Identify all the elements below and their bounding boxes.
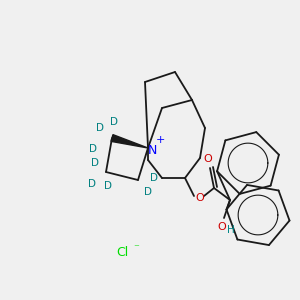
Text: D: D <box>110 117 118 127</box>
Text: O: O <box>196 193 204 203</box>
Text: D: D <box>96 123 104 133</box>
Text: D: D <box>89 144 97 154</box>
Text: H: H <box>227 225 235 235</box>
Text: D: D <box>104 181 112 191</box>
Text: D: D <box>88 179 96 189</box>
Text: D: D <box>150 173 158 183</box>
Text: D: D <box>144 187 152 197</box>
Text: ⁻: ⁻ <box>133 243 139 253</box>
Text: O: O <box>204 154 212 164</box>
Text: Cl: Cl <box>116 245 128 259</box>
Text: N: N <box>147 143 157 157</box>
Text: D: D <box>91 158 99 168</box>
Polygon shape <box>111 135 148 148</box>
Text: +: + <box>155 135 165 145</box>
Text: O: O <box>218 222 226 232</box>
